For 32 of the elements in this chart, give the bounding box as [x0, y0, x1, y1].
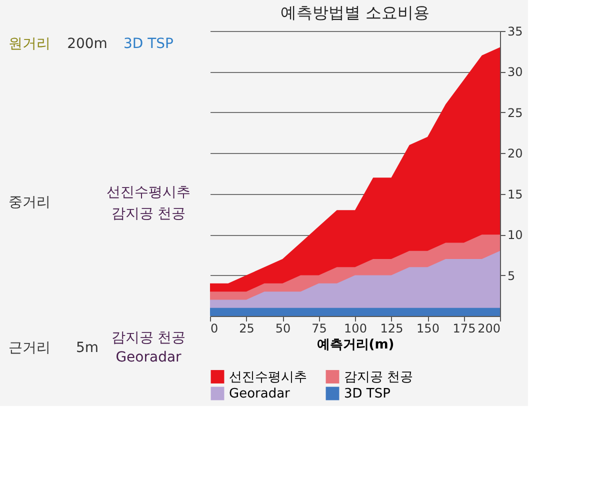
text: 감지공 천공: [111, 330, 186, 346]
x-tick-label: 125: [380, 322, 404, 336]
text: 5m: [76, 340, 99, 356]
y-tick-label: 30: [508, 65, 523, 80]
y-tick-label: 10: [508, 228, 523, 242]
legend-label: 3D TSP: [344, 386, 391, 402]
text: 감지공 천공: [111, 206, 186, 222]
text: 선진수평시추: [106, 184, 190, 201]
chart-title: 예측방법별 소요비용: [280, 3, 430, 22]
text: 3D TSP: [123, 36, 174, 52]
x-tick-label: 25: [239, 322, 254, 336]
x-tick-label: 75: [312, 322, 327, 336]
y-tick-label: 15: [508, 187, 523, 202]
legend-label: Georadar: [229, 386, 291, 402]
x-tick-label: 200: [478, 322, 500, 336]
x-tick-label: 50: [275, 322, 291, 336]
y-tick-label: 25: [508, 106, 523, 120]
legend-label: 선진수평시추: [229, 370, 307, 385]
text: Georadar: [116, 350, 182, 366]
x-tick-label: 150: [416, 322, 440, 336]
text: 근거리: [8, 340, 50, 356]
y-tick-label: 20: [508, 146, 523, 161]
x-tick-label: 0: [210, 322, 218, 336]
x-tick-label: 175: [452, 322, 476, 336]
x-axis-title: 예측거리(m): [316, 338, 394, 352]
x-tick-label: 100: [344, 322, 367, 336]
y-tick-label: 35: [508, 24, 523, 38]
y-tick-label: 5: [508, 268, 516, 283]
legend-label: 감지공 천공: [344, 370, 414, 385]
text: 원거리: [8, 36, 50, 52]
text: 200m: [67, 36, 108, 52]
text: 중거리: [8, 194, 50, 211]
